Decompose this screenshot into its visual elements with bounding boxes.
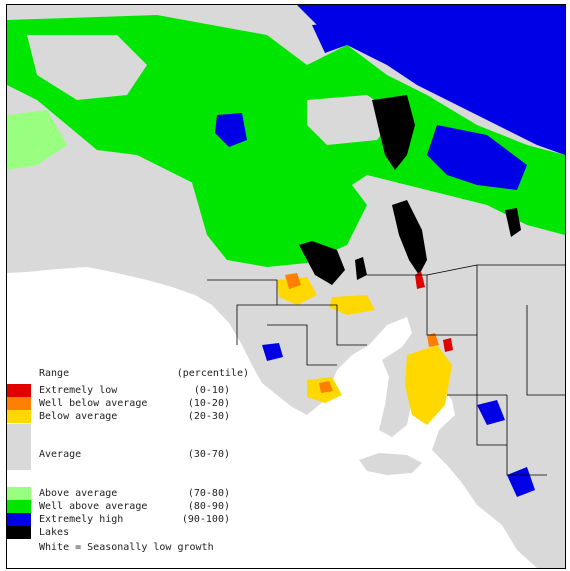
average-patch-2 xyxy=(7,165,167,267)
legend-label: Lakes xyxy=(39,527,70,538)
legend-header: Range (percentile) xyxy=(39,367,249,380)
legend-note: White = Seasonally low growth xyxy=(39,542,214,553)
legend-swatch xyxy=(7,384,31,397)
legend-range: (0-10) xyxy=(193,385,230,396)
extremely-high-patch-mid xyxy=(312,23,347,53)
legend-item: Lakes xyxy=(7,526,252,539)
extremely-high-zone-east xyxy=(427,125,527,190)
extremely-low-patch-1 xyxy=(415,271,425,289)
above-average-patches xyxy=(7,110,67,170)
below-average-patch-yorke xyxy=(405,345,452,425)
extremely-high-zone-ne xyxy=(297,5,565,155)
legend-item: Well below average (10-20) xyxy=(7,397,252,410)
legend-swatch xyxy=(7,424,31,470)
legend-range: (30-70) xyxy=(187,449,230,460)
map-frame: Range (percentile) Extremely low (0-10) … xyxy=(6,4,566,569)
legend-label: Average xyxy=(39,449,82,460)
legend-label: Well below average xyxy=(39,398,148,409)
legend-label: Extremely high xyxy=(39,514,124,525)
below-average-patch-gawler xyxy=(277,277,317,305)
extremely-high-south-1 xyxy=(262,343,283,361)
legend-item: Well above average (80-90) xyxy=(7,500,252,513)
legend-range: (80-90) xyxy=(187,501,230,512)
legend-header-range: Range xyxy=(39,368,70,379)
legend-range: (10-20) xyxy=(187,398,230,409)
region-boundaries xyxy=(207,264,565,476)
legend-item: Extremely low (0-10) xyxy=(7,384,252,397)
legend-item: Extremely high (90-100) xyxy=(7,513,252,526)
lake-small-1 xyxy=(355,257,367,280)
south-australia-map xyxy=(7,5,565,568)
lake-eyre xyxy=(372,95,415,170)
well-below-patch-3 xyxy=(427,333,439,347)
lake-frome xyxy=(505,208,521,237)
legend-swatch xyxy=(7,487,31,500)
legend-swatch xyxy=(7,397,31,410)
legend-swatch xyxy=(7,410,31,423)
legend-item: Below average (20-30) xyxy=(7,410,252,423)
well-above-zone-central xyxy=(187,155,367,267)
legend-swatch xyxy=(7,513,31,526)
well-below-patch-2 xyxy=(319,381,333,393)
legend-swatch xyxy=(7,500,31,513)
legend-header-percentile: (percentile) xyxy=(176,368,249,379)
legend-label: Below average xyxy=(39,411,118,422)
legend-range: (70-80) xyxy=(187,488,230,499)
well-above-zone-north xyxy=(7,15,565,250)
legend-item: Average (30-70) xyxy=(7,424,252,470)
well-below-patch-1 xyxy=(285,273,301,289)
extremely-low-patch-2 xyxy=(443,338,453,352)
lake-gairdner xyxy=(299,241,345,285)
legend-item: Above average (70-80) xyxy=(7,487,252,500)
kangaroo-island xyxy=(359,453,422,475)
extremely-high-south-2 xyxy=(477,400,505,425)
average-patch-1 xyxy=(27,35,147,100)
legend-label: Above average xyxy=(39,488,118,499)
legend-label: Extremely low xyxy=(39,385,118,396)
extremely-high-patch-west xyxy=(215,113,247,147)
below-average-patch-eyre xyxy=(329,295,375,315)
legend-label: Well above average xyxy=(39,501,148,512)
extremely-high-south-3 xyxy=(507,467,535,497)
legend-swatch xyxy=(7,526,31,539)
legend-range: (90-100) xyxy=(181,514,230,525)
lake-torrens xyxy=(392,200,427,275)
legend-range: (20-30) xyxy=(187,411,230,422)
